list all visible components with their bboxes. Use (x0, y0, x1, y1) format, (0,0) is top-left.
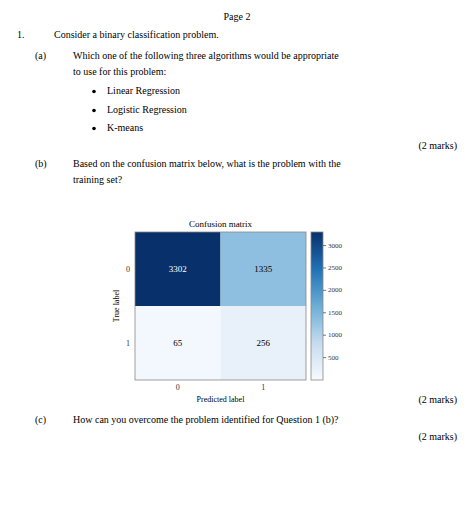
y-axis-label: True label (112, 289, 121, 322)
page-text: K-means (107, 122, 143, 133)
page-text: (b) (35, 158, 47, 170)
bullet (92, 90, 96, 94)
plot-frame (135, 232, 306, 380)
colorbar-tick (323, 357, 326, 358)
page-text: 1. (17, 29, 25, 40)
colorbar-tick-label: 2000 (328, 286, 343, 294)
colorbar-tick-label: 3000 (328, 242, 343, 250)
colorbar (311, 232, 323, 380)
page-text: Based on the confusion matrix below, wha… (73, 158, 341, 169)
colorbar-tick (323, 290, 326, 291)
page-text: to use for this problem: (73, 66, 166, 77)
y-tick-label: 1 (126, 339, 130, 348)
page-text: (a) (35, 50, 46, 62)
page-text: Which one of the following three algorit… (73, 50, 339, 61)
page-text: Page 2 (224, 11, 251, 22)
colorbar-tick-label: 1500 (328, 309, 343, 317)
cell-label: 256 (257, 338, 271, 348)
page-text: (2 marks) (418, 431, 457, 443)
colorbar-tick (323, 267, 326, 268)
heatmap-cell (135, 306, 221, 380)
cell-label: 65 (173, 338, 183, 348)
colorbar-tick-label: 500 (328, 354, 339, 362)
page-text: How can you overcome the problem identif… (73, 414, 339, 426)
page: Page 2 1. Consider a binary classification… (0, 0, 474, 520)
heatmap-cell (135, 232, 221, 306)
page-text: Logistic Regression (107, 104, 187, 115)
x-tick-label: 1 (261, 383, 265, 392)
page-text: Consider a binary classification problem… (54, 29, 219, 40)
x-tick-label: 0 (176, 383, 180, 392)
colorbar-tick (323, 245, 326, 246)
chart-title: Confusion matrix (189, 219, 253, 229)
cell-label: 3302 (169, 264, 187, 274)
page-text: (c) (35, 414, 46, 426)
bullet (92, 127, 96, 131)
y-tick-label: 0 (126, 265, 130, 274)
heatmap-cell (221, 306, 307, 380)
colorbar-tick (323, 312, 326, 313)
colorbar-tick-label: 1000 (328, 331, 343, 339)
page-text: (2 marks) (418, 140, 457, 152)
colorbar-tick (323, 335, 326, 336)
cell-label: 1335 (254, 264, 273, 274)
heatmap (135, 232, 306, 380)
background (0, 0, 474, 520)
bullet (92, 109, 96, 113)
colorbar-tick-label: 2500 (328, 264, 343, 272)
page-text: (2 marks) (418, 394, 457, 406)
x-axis-label: Predicted label (197, 395, 246, 404)
heatmap-cell (221, 232, 307, 306)
page-text: Linear Regression (107, 85, 180, 96)
page-text: training set? (73, 174, 123, 185)
